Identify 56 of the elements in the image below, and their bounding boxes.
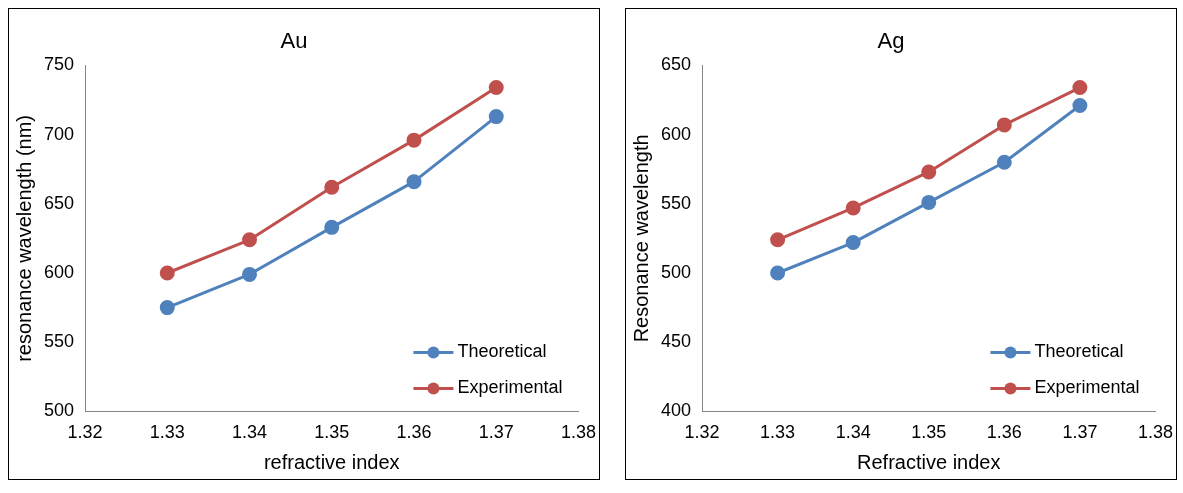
y-tick-label: 600	[660, 123, 692, 144]
y-tick-label: 750	[43, 54, 75, 75]
x-tick-label: 1.35	[911, 422, 947, 443]
point	[845, 200, 861, 216]
legend-label: Experimental	[1034, 377, 1140, 398]
x-tick-label: 1.36	[986, 422, 1022, 443]
x-tick-label: 1.34	[231, 422, 268, 443]
x-tick-label: 1.38	[560, 422, 597, 443]
legend-label: Theoretical	[1034, 341, 1124, 362]
chart-title: Au	[280, 28, 308, 54]
point	[324, 219, 340, 235]
point	[242, 232, 258, 248]
x-tick-label: 1.37	[1062, 422, 1098, 443]
point	[159, 265, 175, 281]
y-tick-label: 450	[660, 331, 692, 352]
point	[921, 164, 937, 180]
x-tick-label: 1.38	[1137, 422, 1174, 443]
point	[488, 109, 504, 125]
y-tick-label: 600	[43, 261, 75, 282]
legend-label: Theoretical	[457, 341, 547, 362]
point	[242, 266, 258, 282]
point	[1072, 80, 1088, 96]
point	[770, 265, 786, 281]
chart-title: Ag	[877, 28, 905, 54]
y-axis-title: Resonance wavelength	[629, 134, 652, 343]
y-tick-label: 500	[660, 261, 692, 282]
point	[406, 132, 422, 148]
y-tick-label: 550	[43, 331, 75, 352]
x-tick-label: 1.32	[684, 422, 720, 443]
point	[324, 179, 340, 195]
y-tick-label: 650	[660, 54, 692, 75]
point	[488, 80, 504, 96]
point	[1072, 98, 1088, 114]
legend-label: Experimental	[457, 377, 563, 398]
point	[921, 194, 937, 210]
point	[159, 300, 175, 316]
x-tick-label: 1.37	[478, 422, 514, 443]
y-tick-label: 700	[43, 123, 75, 144]
x-tick-label: 1.34	[835, 422, 871, 443]
x-tick-label: 1.33	[760, 422, 796, 443]
point	[996, 117, 1012, 133]
y-axis-title: resonance wavelength (nm)	[12, 115, 35, 362]
point	[845, 235, 861, 251]
y-tick-label: 650	[43, 192, 75, 213]
y-tick-label: 500	[43, 400, 75, 421]
y-tick-label: 550	[660, 192, 692, 213]
y-tick-label: 400	[660, 400, 692, 421]
x-tick-label: 1.32	[67, 422, 103, 443]
x-tick-label: 1.35	[314, 422, 350, 443]
point	[996, 154, 1012, 170]
point	[406, 174, 422, 190]
point	[770, 232, 786, 248]
x-axis-title: Refractive index	[857, 450, 1001, 473]
x-tick-label: 1.33	[149, 422, 185, 443]
x-axis-title: refractive index	[263, 450, 400, 473]
x-tick-label: 1.36	[396, 422, 432, 443]
